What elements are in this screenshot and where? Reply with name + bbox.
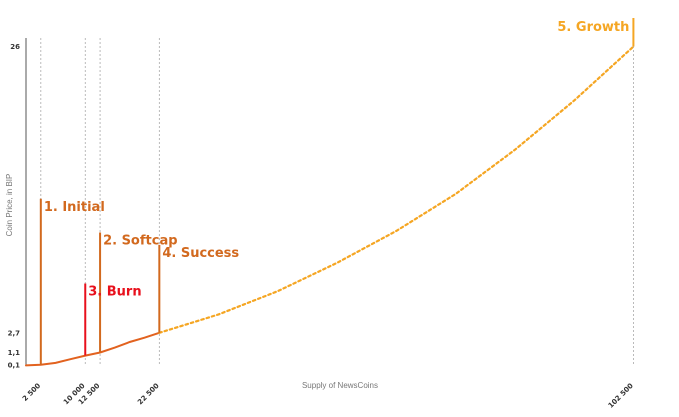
x-tick-label: 102 500: [607, 382, 635, 410]
y-tick-label: 26: [10, 43, 20, 51]
annotation-label-2: 2. Softcap: [103, 233, 177, 248]
annotation-label-3: 3. Burn: [88, 285, 141, 300]
phase-annotations: 1. Initial 2. Softcap 3. Burn 4. Success 5. …: [39, 18, 635, 365]
series-line-1: [25, 331, 161, 367]
annotation-label-1: 1. Initial: [44, 200, 105, 215]
y-tick-label: 0,1: [8, 361, 21, 369]
annotation-label-5: 5. Growth: [557, 20, 629, 35]
x-tick-label: 2 500: [21, 382, 42, 403]
x-axis-label: Supply of NewsCoins: [302, 381, 378, 390]
series-line-2: [158, 45, 635, 334]
grid-lines: [40, 38, 634, 366]
y-tick-label: 2,7: [8, 329, 21, 337]
y-axis-label: Coin Price, in BIP: [5, 174, 14, 237]
y-tick-labels: 0,1 1,1 2,7 26: [8, 43, 21, 369]
annotation-label-4: 4. Success: [162, 246, 239, 261]
y-tick-label: 1,1: [8, 349, 21, 357]
x-tick-label: 22 500: [136, 382, 161, 407]
series-lines: [25, 45, 635, 367]
